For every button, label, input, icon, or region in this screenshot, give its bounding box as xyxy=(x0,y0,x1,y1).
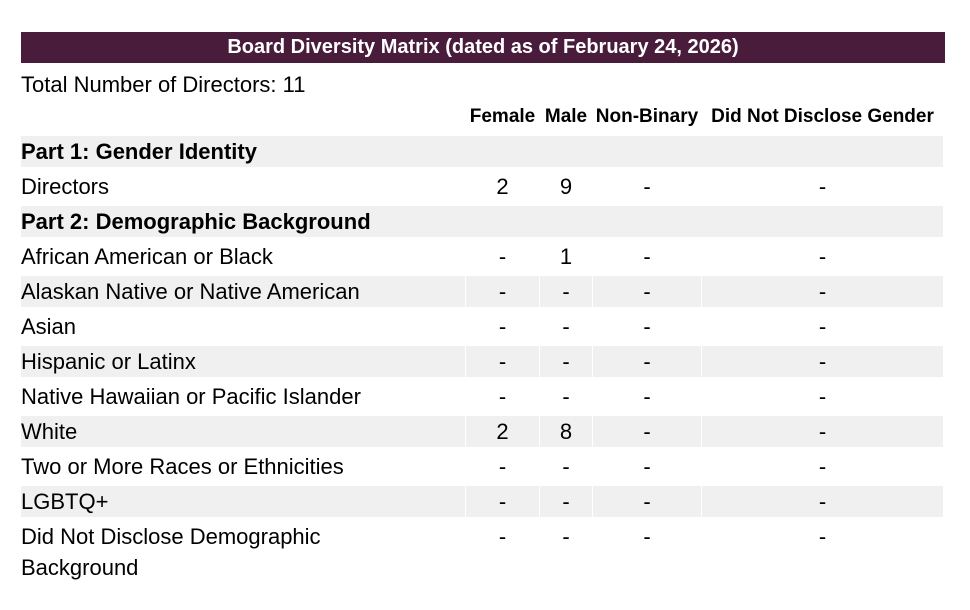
row-label-text: Did Not Disclose Demographic Background xyxy=(21,524,321,580)
cell-value: - xyxy=(540,486,592,517)
table-row: Hispanic or Latinx - - - - xyxy=(21,346,943,377)
cell-value: - xyxy=(498,524,507,549)
table-row: White 2 8- - xyxy=(21,416,943,447)
column-header-male: Male xyxy=(544,106,588,127)
row-label-text: African American or Black xyxy=(21,244,273,269)
row-label-text: Native Hawaiian or Pacific Islander xyxy=(21,384,361,409)
row-label-text: Alaskan Native or Native American xyxy=(21,279,360,304)
row-label: Hispanic or Latinx xyxy=(21,346,465,377)
cell-value: - xyxy=(643,244,651,269)
column-header-did-not-disclose-gender: Did Not Disclose Gender xyxy=(711,106,934,127)
cell-value: - xyxy=(643,524,651,549)
row-label: Native Hawaiian or Pacific Islander xyxy=(21,381,465,412)
row-label: Directors xyxy=(21,171,465,202)
cell-value: - xyxy=(818,244,827,269)
diversity-matrix-table: Female Male Non-Binary Did Not Disclose … xyxy=(20,97,944,587)
cell-value: - xyxy=(818,454,827,479)
row-label: Two or More Races or Ethnicities xyxy=(21,451,465,482)
column-header-category xyxy=(21,101,465,132)
section-heading-row: Part 1: Gender Identity xyxy=(21,136,943,167)
section-heading-row: Part 2: Demographic Background xyxy=(21,206,943,237)
cell-value: - xyxy=(498,314,507,339)
cell-value: - xyxy=(702,346,943,377)
cell-value: - xyxy=(643,454,651,479)
row-label: Alaskan Native or Native American xyxy=(21,276,465,307)
cell-value: - xyxy=(593,416,701,447)
cell-value: - xyxy=(498,454,507,479)
matrix-title: Board Diversity Matrix (dated as of Febr… xyxy=(227,36,739,58)
cell-value: - xyxy=(593,486,701,517)
cell-value: - xyxy=(562,384,570,409)
cell-value: 2 xyxy=(496,174,509,199)
table-row: LGBTQ+ - - - - xyxy=(21,486,943,517)
row-label: Asian xyxy=(21,311,465,342)
table-row: Native Hawaiian or Pacific Islander - - - - xyxy=(21,381,943,412)
cell-value: 2 xyxy=(466,416,539,447)
row-label-text: Directors xyxy=(21,174,110,199)
total-directors-value: 11 xyxy=(282,72,306,97)
cell-value: - xyxy=(562,314,570,339)
row-label: White xyxy=(21,416,465,447)
row-label-text: White xyxy=(21,419,78,444)
column-header-non-binary: Non-Binary xyxy=(595,106,699,127)
cell-value: - xyxy=(466,346,539,377)
cell-value: - xyxy=(466,276,539,307)
row-label-text: LGBTQ+ xyxy=(21,489,109,514)
table-row: Two or More Races or Ethnicities - - - - xyxy=(21,451,943,482)
cell-value: - xyxy=(540,346,592,377)
cell-value: - xyxy=(498,244,507,269)
cell-value: - xyxy=(702,276,943,307)
section-heading: Part 2: Demographic Background xyxy=(21,206,943,237)
cell-value: - xyxy=(818,524,827,549)
cell-value: - xyxy=(818,174,827,199)
section-heading: Part 1: Gender Identity xyxy=(21,136,943,167)
table-row: African American or Black - 1 - - xyxy=(21,241,943,272)
table-row: Asian - - - - xyxy=(21,311,943,342)
cell-value: - xyxy=(593,346,701,377)
table-body: Part 1: Gender Identity Directors 2 9- - Part… xyxy=(21,136,943,583)
row-label: Did Not Disclose Demographic Background xyxy=(21,521,465,583)
row-label: African American or Black xyxy=(21,241,465,272)
cell-value: 1 xyxy=(559,244,573,269)
cell-value: - xyxy=(702,416,943,447)
total-directors-label: Total Number of Directors: xyxy=(21,72,277,97)
row-label: LGBTQ+ xyxy=(21,486,465,517)
table-row: Did Not Disclose Demographic Background -… xyxy=(21,521,943,583)
cell-value: - xyxy=(643,174,651,199)
row-label-text: Hispanic or Latinx xyxy=(21,349,196,374)
cell-value: 8 xyxy=(540,416,592,447)
cell-value: - xyxy=(593,276,701,307)
cell-value: - xyxy=(466,486,539,517)
row-label-text: Asian xyxy=(21,314,77,339)
column-header-female: Female xyxy=(469,106,536,127)
cell-value: - xyxy=(818,314,827,339)
column-header-row: Female Male Non-Binary Did Not Disclose … xyxy=(21,101,943,132)
cell-value: - xyxy=(702,486,943,517)
board-diversity-matrix: Board Diversity Matrix (dated as of Febr… xyxy=(21,32,945,587)
table-row: Alaskan Native or Native American - - - - xyxy=(21,276,943,307)
cell-value: - xyxy=(540,276,592,307)
cell-value: - xyxy=(498,384,507,409)
cell-value: - xyxy=(643,314,651,339)
table-row: Directors 2 9 - - xyxy=(21,171,943,202)
cell-value: - xyxy=(562,454,570,479)
title-bar: Board Diversity Matrix (dated as of Febr… xyxy=(21,32,945,63)
cell-value: 9 xyxy=(559,174,573,199)
cell-value: - xyxy=(562,524,570,549)
total-directors-line: Total Number of Directors: 11 xyxy=(21,72,945,97)
cell-value: - xyxy=(818,384,827,409)
cell-value: - xyxy=(643,384,651,409)
row-label-text: Two or More Races or Ethnicities xyxy=(21,454,344,479)
